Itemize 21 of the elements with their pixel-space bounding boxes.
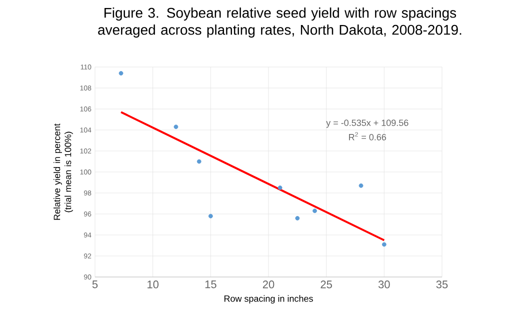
x-tick-label: 30 xyxy=(378,280,390,288)
x-tick-label: 35 xyxy=(436,280,448,288)
point xyxy=(382,242,386,247)
x-tick-label: 25 xyxy=(320,280,332,288)
point xyxy=(278,186,282,190)
point xyxy=(358,183,364,188)
x-tick-label: 15 xyxy=(205,280,216,288)
annotation: R$^{2}$ = 0.66 xyxy=(349,132,386,140)
point xyxy=(208,214,213,218)
annotation: y = -0.535x + 109.56 xyxy=(326,120,408,128)
point xyxy=(196,159,202,164)
point xyxy=(312,208,317,214)
point xyxy=(118,71,124,76)
y-axis-title: Relative yield in percent (trial mean is 100%) xyxy=(54,124,73,220)
point xyxy=(295,216,300,220)
point xyxy=(174,124,178,130)
x-tick-label: 20 xyxy=(262,280,274,288)
x-tick-label: 5 xyxy=(92,280,98,288)
x-axis-title: Row spacing in inches xyxy=(224,295,313,304)
x-tick-label: 10 xyxy=(148,280,159,288)
chart-title: Figure 3. Soybean relative seed yield with row spacings averaged across planting rates, North Dakota, 2008-2019. xyxy=(98,8,462,38)
